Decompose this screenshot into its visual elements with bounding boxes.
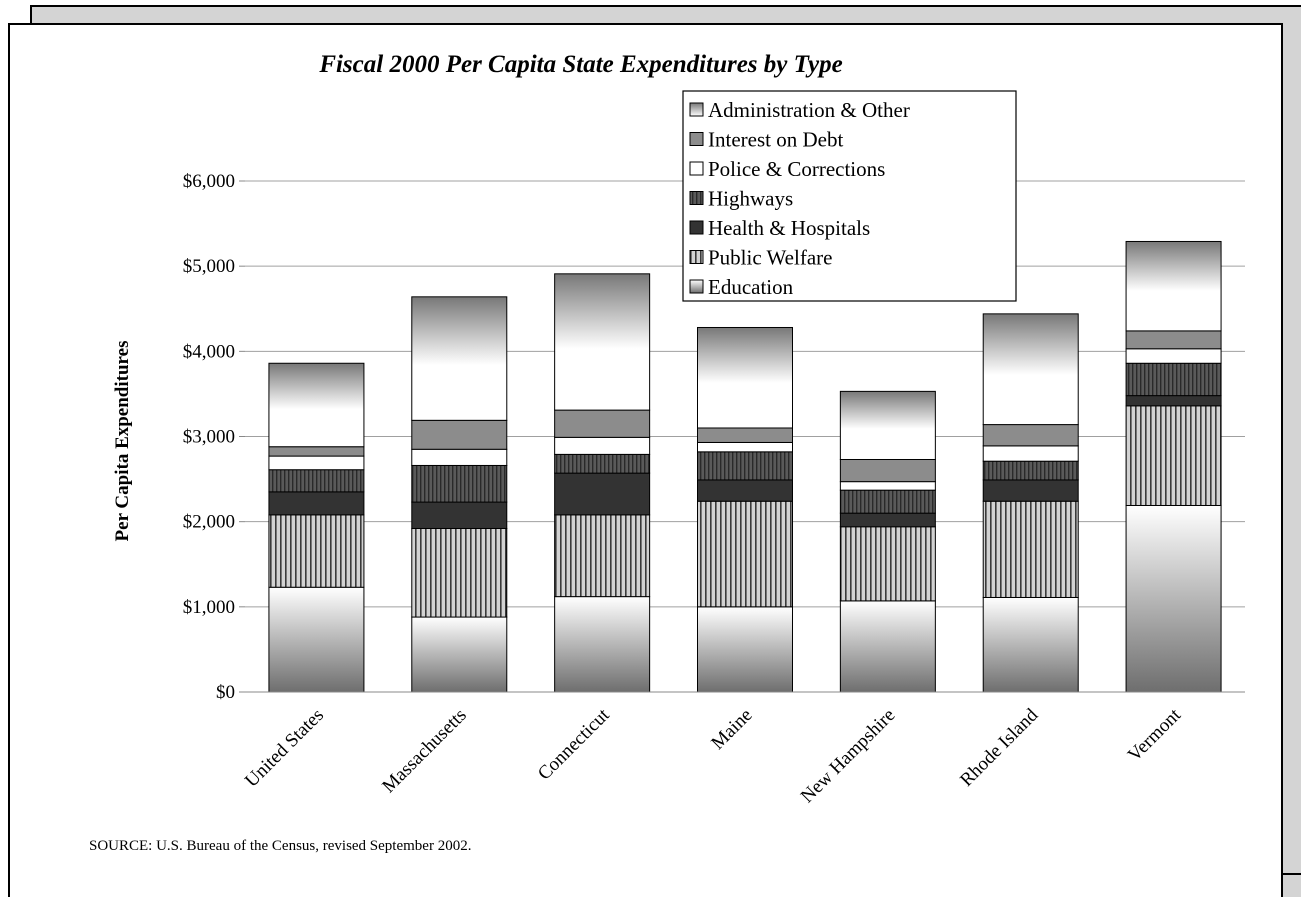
bar-segment	[1125, 504, 1222, 693]
bar-segment	[697, 606, 793, 693]
legend-box	[682, 90, 1017, 302]
bar-segment	[839, 512, 936, 528]
legend: Administration & Other Interest on Debt Po…	[682, 90, 1017, 302]
legend-label: Police & Corrections	[708, 157, 885, 181]
bar-segment	[839, 526, 936, 602]
bar-segment	[411, 501, 508, 529]
bar-segment	[982, 445, 1079, 462]
y-axis-ticks: $0 $1,000 $2,000 $3,000 $4,000 $5,000 $6,000	[183, 171, 245, 703]
legend-swatch	[689, 132, 704, 146]
y-tick-label: $4,000	[183, 341, 235, 362]
bar-segment	[268, 455, 365, 471]
bar-segment	[1125, 405, 1222, 506]
bar-segment	[1125, 240, 1222, 332]
bar-segment	[268, 514, 365, 588]
bar-segment	[982, 424, 1079, 447]
bar-segment	[268, 469, 365, 493]
x-tick-label: Maine	[707, 705, 756, 754]
bar-segment	[839, 481, 936, 491]
bar-segment	[697, 500, 793, 608]
bar-segment	[268, 586, 365, 693]
legend-swatch	[689, 220, 704, 235]
legend-label: Education	[708, 275, 794, 299]
bar-segment	[1125, 362, 1222, 397]
bar-segment	[697, 427, 793, 443]
bar-segment	[982, 313, 1079, 426]
bar-segment	[411, 464, 508, 503]
bar-segment	[839, 489, 936, 514]
legend-swatch	[689, 161, 704, 176]
bar-segment	[839, 600, 936, 693]
bar-segment	[697, 451, 793, 481]
bar-segment	[982, 479, 1079, 502]
bars	[268, 240, 1222, 693]
bar-segment	[554, 273, 651, 411]
bar-segment	[697, 479, 793, 502]
legend-swatch	[689, 102, 704, 117]
frame-edge-line	[1283, 873, 1301, 875]
bar-segment	[554, 596, 651, 693]
bar-segment	[839, 390, 936, 460]
y-tick-label: $2,000	[183, 512, 235, 533]
bar-segment	[982, 460, 1079, 481]
bar-segment	[1125, 348, 1222, 364]
bar-segment	[554, 472, 651, 516]
bar-segment	[697, 441, 793, 453]
bar-segment	[982, 500, 1079, 598]
bar-segment	[697, 326, 793, 429]
y-axis-label: Per Capita Expenditures	[112, 341, 133, 542]
bar-segment	[411, 296, 508, 421]
bar-segment	[1125, 330, 1222, 350]
x-tick-label: Massachusetts	[378, 705, 470, 797]
legend-label: Health & Hospitals	[708, 216, 870, 240]
chart-title: Fiscal 2000 Per Capita State Expenditure…	[318, 51, 842, 78]
legend-label: Interest on Debt	[708, 128, 843, 152]
y-tick-label: $1,000	[183, 597, 235, 618]
bar-segment	[554, 436, 651, 455]
legend-swatch	[689, 250, 704, 264]
y-tick-label: $3,000	[183, 427, 235, 448]
bar-segment	[554, 514, 651, 598]
x-tick-label: Rhode Island	[956, 704, 1042, 790]
x-tick-label: United States	[241, 705, 328, 792]
bar-segment	[1125, 395, 1222, 407]
x-tick-label: Vermont	[1124, 704, 1186, 766]
bar-segment	[411, 616, 508, 693]
legend-label: Highways	[708, 187, 793, 211]
y-tick-label: $5,000	[183, 256, 235, 277]
bar-segment	[411, 527, 508, 618]
y-tick-label: $0	[216, 682, 235, 703]
legend-label: Public Welfare	[708, 246, 832, 270]
bar-segment	[268, 446, 365, 457]
bar-segment	[982, 596, 1079, 693]
bar-segment	[554, 453, 651, 474]
source-note: SOURCE: U.S. Bureau of the Census, revis…	[89, 838, 471, 854]
bar-segment	[268, 362, 365, 448]
legend-swatch	[689, 191, 704, 205]
bar-segment	[554, 409, 651, 438]
x-tick-label: Connecticut	[534, 704, 614, 784]
legend-swatch	[689, 279, 704, 294]
bar-segment	[411, 448, 508, 466]
y-tick-label: $6,000	[183, 171, 235, 192]
x-axis-ticks: United States Massachusetts Connecticut Mai…	[241, 704, 1186, 807]
legend-label: Administration & Other	[708, 98, 910, 122]
bar-segment	[268, 491, 365, 516]
bar-segment	[411, 419, 508, 450]
bar-segment	[839, 458, 936, 483]
x-tick-label: New Hampshire	[797, 705, 900, 808]
